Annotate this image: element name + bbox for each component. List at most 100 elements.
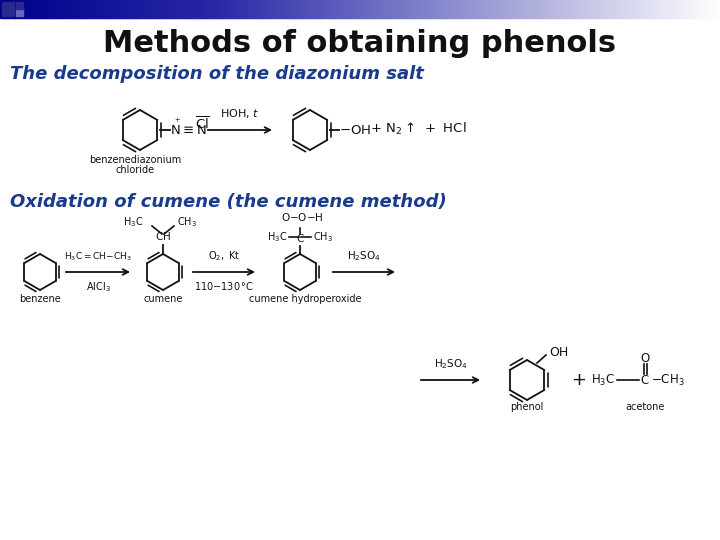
Bar (511, 0, 516, 18)
Bar (299, 0, 303, 18)
Bar (655, 0, 660, 18)
Text: $\mathsf{H_3C}$: $\mathsf{H_3C}$ (266, 230, 287, 244)
Bar (65, 0, 69, 18)
Bar (76, 0, 80, 18)
Text: $\mathsf{-OH}$: $\mathsf{-OH}$ (339, 124, 371, 137)
Bar (29, 0, 33, 18)
Bar (50, 0, 55, 18)
Bar (688, 0, 692, 18)
Bar (256, 0, 260, 18)
Bar (482, 0, 487, 18)
Bar (378, 0, 382, 18)
Bar (184, 0, 188, 18)
Bar (324, 0, 328, 18)
Text: $\mathsf{CH}$: $\mathsf{CH}$ (155, 230, 171, 242)
Bar (11, 0, 15, 18)
Bar (364, 0, 368, 18)
Bar (626, 0, 631, 18)
Bar (421, 0, 426, 18)
Bar (598, 0, 602, 18)
Bar (576, 0, 580, 18)
Bar (670, 0, 674, 18)
Text: $\mathsf{H_3C}$: $\mathsf{H_3C}$ (122, 215, 143, 229)
Bar (241, 0, 246, 18)
Bar (230, 0, 235, 18)
Bar (2, 2, 14, 16)
Bar (504, 0, 508, 18)
Text: $\mathsf{H_3C{=}CH{-}CH_3}$: $\mathsf{H_3C{=}CH{-}CH_3}$ (64, 251, 132, 263)
Bar (623, 0, 627, 18)
Text: $\mathsf{H_3C}$: $\mathsf{H_3C}$ (591, 373, 615, 388)
Text: Methods of obtaining phenols: Methods of obtaining phenols (104, 29, 616, 57)
Bar (94, 0, 98, 18)
Bar (54, 0, 58, 18)
Bar (587, 0, 591, 18)
Text: $\mathsf{O}$: $\mathsf{O}$ (639, 352, 650, 365)
Bar (202, 0, 206, 18)
Bar (518, 0, 523, 18)
Text: $\mathsf{N{\equiv}N}$: $\mathsf{N{\equiv}N}$ (170, 124, 207, 137)
Bar (317, 0, 321, 18)
Text: $\mathsf{\overline{Cl}}$: $\mathsf{\overline{Cl}}$ (195, 116, 210, 132)
Bar (4, 0, 8, 18)
Bar (176, 0, 181, 18)
Bar (216, 0, 220, 18)
Bar (263, 0, 267, 18)
Bar (533, 0, 537, 18)
Text: HOH, $t$: HOH, $t$ (220, 107, 260, 120)
Bar (565, 0, 570, 18)
Bar (191, 0, 195, 18)
Bar (277, 0, 282, 18)
Bar (158, 0, 163, 18)
Text: $\mathsf{O_2,\ Kt}$: $\mathsf{O_2,\ Kt}$ (207, 249, 240, 263)
Text: $\mathsf{CH_3}$: $\mathsf{CH_3}$ (313, 230, 333, 244)
Text: +: + (572, 371, 587, 389)
Bar (58, 0, 62, 18)
Bar (691, 0, 696, 18)
Bar (14, 0, 19, 18)
Bar (684, 0, 688, 18)
Bar (374, 0, 379, 18)
Bar (18, 0, 22, 18)
Bar (605, 0, 609, 18)
Bar (144, 0, 148, 18)
Bar (644, 0, 649, 18)
Bar (148, 0, 152, 18)
Text: $+\ \mathsf{N_2}{\uparrow}\ +\ \mathsf{HCl}$: $+\ \mathsf{N_2}{\uparrow}\ +\ \mathsf{H… (370, 121, 467, 137)
Bar (464, 0, 469, 18)
Bar (580, 0, 584, 18)
Bar (371, 0, 375, 18)
Bar (569, 0, 573, 18)
Text: cumene hydroperoxide: cumene hydroperoxide (248, 294, 361, 304)
Text: $\mathsf{O{-}O{-}H}$: $\mathsf{O{-}O{-}H}$ (281, 211, 323, 223)
Bar (590, 0, 595, 18)
Bar (173, 0, 177, 18)
Text: benzenediazonium: benzenediazonium (89, 155, 181, 165)
Bar (126, 0, 130, 18)
Bar (306, 0, 310, 18)
Bar (425, 0, 429, 18)
Bar (292, 0, 296, 18)
Bar (508, 0, 512, 18)
Bar (410, 0, 415, 18)
Bar (281, 0, 285, 18)
Text: chloride: chloride (115, 165, 155, 175)
Bar (554, 0, 559, 18)
Bar (418, 0, 422, 18)
Bar (403, 0, 408, 18)
Bar (205, 0, 210, 18)
Bar (551, 0, 555, 18)
Bar (400, 0, 404, 18)
Bar (155, 0, 159, 18)
Bar (270, 0, 274, 18)
Bar (619, 0, 624, 18)
Bar (342, 0, 346, 18)
Bar (367, 0, 372, 18)
Bar (331, 0, 336, 18)
Text: $\mathsf{-CH_3}$: $\mathsf{-CH_3}$ (651, 373, 685, 388)
Bar (709, 0, 714, 18)
Bar (461, 0, 465, 18)
Text: Oxidation of cumene (the cumene method): Oxidation of cumene (the cumene method) (10, 193, 446, 211)
Bar (706, 0, 710, 18)
Bar (612, 0, 616, 18)
